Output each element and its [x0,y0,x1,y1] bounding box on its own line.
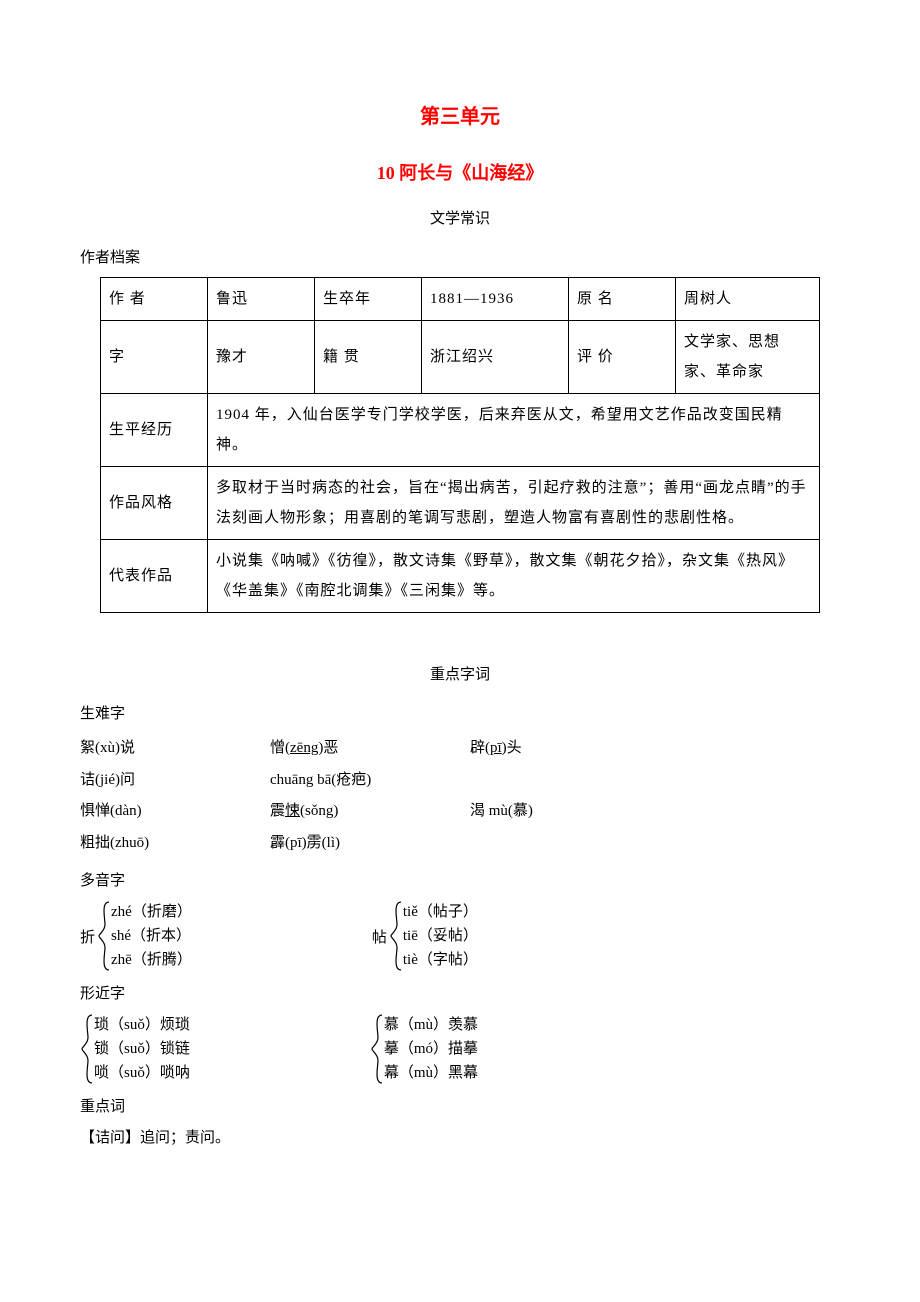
similar-row: 琐（suǒ）烦琐 锁（suǒ）锁链 唢（suǒ）唢呐 慕（mù）羡慕 摹（mó）… [80,1013,840,1085]
brace-item: shé（折本） [111,924,192,948]
vocab-item: 渴 mù(慕) [470,796,533,828]
table-row: 作品风格 多取材于当时病态的社会，旨在“揭出病苦，引起疗救的注意”；善用“画龙点… [101,467,820,540]
vocab-item: 诘(jié)问 [80,765,270,797]
definition-item: 【诘问】追问；责问。 [80,1126,840,1147]
vocab-row: 诘(jié)问 chuāng bā(疮疤) [80,765,840,797]
sub-poly-label: 多音字 [80,869,840,890]
cell-label: 籍 贯 [315,321,422,394]
brace-item: zhē（折腾） [111,948,192,972]
cell-value: 豫才 [208,321,315,394]
hard-words-block: 絮(xù)说 憎(zēng)恶 辟(pī)头 诘(jié)问 chuāng bā… [80,733,840,859]
brace-item: tiě（帖子） [403,900,478,924]
brace-group: 折 zhé（折磨） shé（折本） zhē（折腾） [80,900,192,972]
brace-group: 慕（mù）羡慕 摹（mó）描摹 幕（mù）黑幕 [370,1013,478,1085]
vocab-row: 粗拙(zhuō) 霹(pī)雳(lì) [80,828,840,860]
brace-item: 锁（suǒ）锁链 [94,1037,190,1061]
vocab-item: 粗拙(zhuō) [80,828,270,860]
cell-label: 评 价 [569,321,676,394]
table-row: 生平经历 1904 年，入仙台医学专门学校学医，后来弃医从文，希望用文艺作品改变… [101,394,820,467]
vocab-item: 辟(pī)头 [470,733,522,765]
cell-label: 作 者 [101,278,208,321]
cell-label: 原 名 [569,278,676,321]
cell-label: 生卒年 [315,278,422,321]
cell-value: 1881—1936 [422,278,569,321]
brace-item: 慕（mù）羡慕 [384,1013,478,1037]
brace-prefix: 帖 [372,926,387,947]
cell-value: 浙江绍兴 [422,321,569,394]
vocab-item: 絮(xù)说 [80,733,270,765]
vocab-row: 惧惮(dàn) 震悚(sǒng) 渴 mù(慕) [80,796,840,828]
brace-icon [389,900,403,972]
sub-keyword-label: 重点词 [80,1095,840,1116]
vocab-row: 絮(xù)说 憎(zēng)恶 辟(pī)头 [80,733,840,765]
brace-item: 琐（suǒ）烦琐 [94,1013,190,1037]
cell-value: 文学家、思想家、革命家 [676,321,820,394]
sub-hard-label: 生难字 [80,702,840,723]
brace-icon [370,1013,384,1085]
vocab-item: 憎(zēng)恶 [270,733,470,765]
table-row: 代表作品 小说集《呐喊》《彷徨》，散文诗集《野草》，散文集《朝花夕拾》，杂文集《… [101,540,820,613]
brace-item: 幕（mù）黑幕 [384,1061,478,1085]
table-row: 字 豫才 籍 贯 浙江绍兴 评 价 文学家、思想家、革命家 [101,321,820,394]
brace-prefix: 折 [80,926,95,947]
cell-label: 代表作品 [101,540,208,613]
brace-group: 帖 tiě（帖子） tiē（妥帖） tiè（字帖） [372,900,478,972]
cell-label: 字 [101,321,208,394]
section-literary: 文学常识 [80,207,840,228]
table-row: 作 者 鲁迅 生卒年 1881—1936 原 名 周树人 [101,278,820,321]
cell-value: 鲁迅 [208,278,315,321]
sub-similar-label: 形近字 [80,982,840,1003]
vocab-item: 惧惮(dàn) [80,796,270,828]
section-vocab: 重点字词 [80,663,840,684]
brace-item: tiē（妥帖） [403,924,478,948]
cell-value: 周树人 [676,278,820,321]
brace-group: 琐（suǒ）烦琐 锁（suǒ）锁链 唢（suǒ）唢呐 [80,1013,190,1085]
brace-item: zhé（折磨） [111,900,192,924]
vocab-item: chuāng bā(疮疤) [270,765,470,797]
brace-icon [80,1013,94,1085]
cell-value: 小说集《呐喊》《彷徨》，散文诗集《野草》，散文集《朝花夕拾》，杂文集《热风》《华… [208,540,820,613]
unit-title: 第三单元 [80,100,840,129]
author-profile-table: 作 者 鲁迅 生卒年 1881—1936 原 名 周树人 字 豫才 籍 贯 浙江… [100,277,820,613]
brace-icon [97,900,111,972]
author-profile-label: 作者档案 [80,246,840,267]
brace-item: 摹（mó）描摹 [384,1037,478,1061]
cell-value: 1904 年，入仙台医学专门学校学医，后来弃医从文，希望用文艺作品改变国民精神。 [208,394,820,467]
cell-label: 作品风格 [101,467,208,540]
vocab-item: 震悚(sǒng) [270,796,470,828]
chapter-title: 10 阿长与《山海经》 [80,159,840,185]
cell-label: 生平经历 [101,394,208,467]
polyphonic-row: 折 zhé（折磨） shé（折本） zhē（折腾） 帖 tiě（帖子） tiē（… [80,900,840,972]
vocab-item: 霹(pī)雳(lì) [270,828,470,860]
brace-item: tiè（字帖） [403,948,478,972]
cell-value: 多取材于当时病态的社会，旨在“揭出病苦，引起疗救的注意”；善用“画龙点睛”的手法… [208,467,820,540]
brace-item: 唢（suǒ）唢呐 [94,1061,190,1085]
